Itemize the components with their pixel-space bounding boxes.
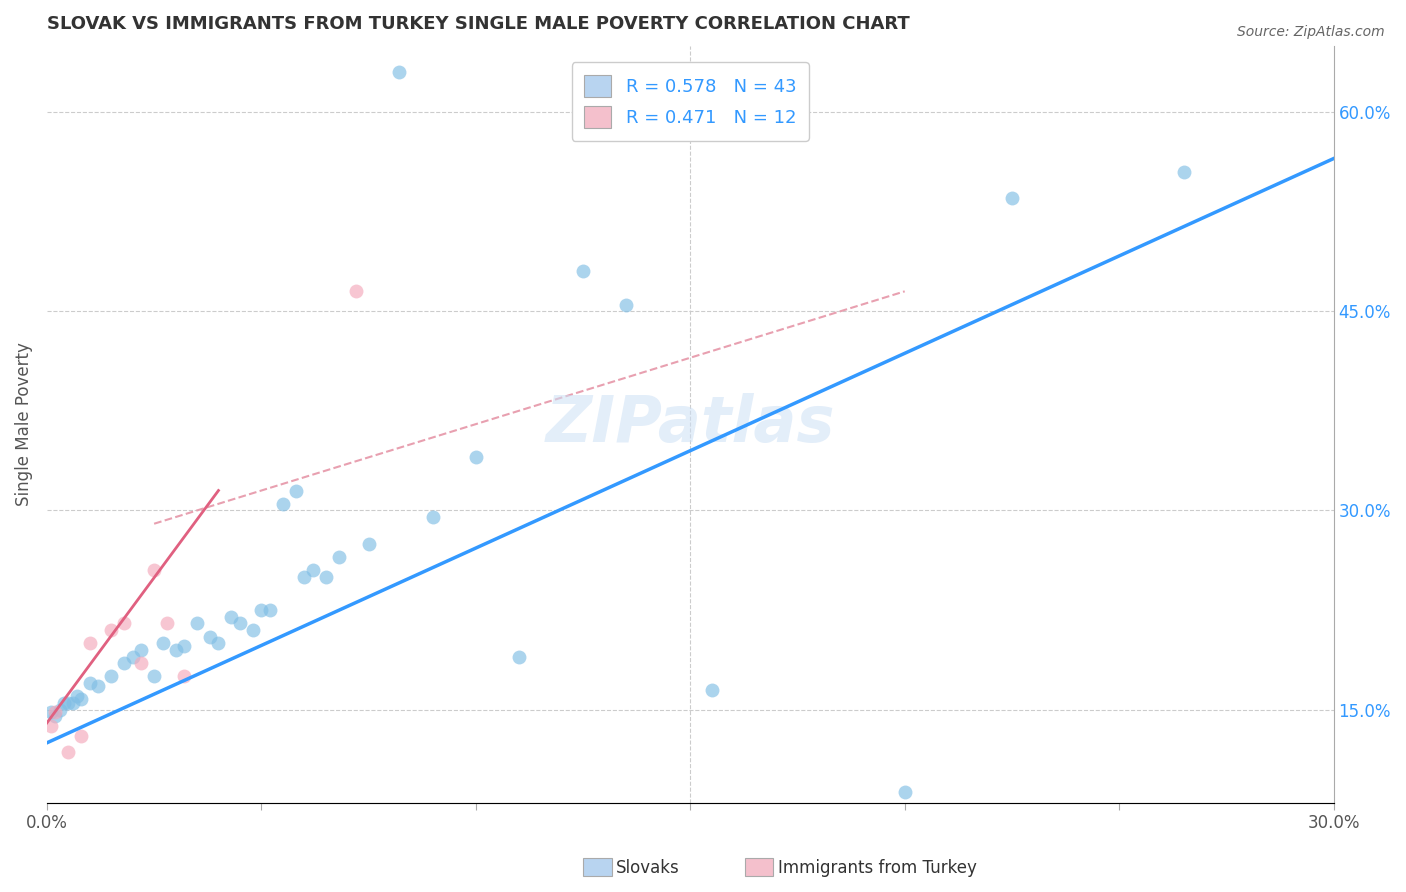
Point (250, 603, 273, 617)
Point (39, 718, 62, 732)
Point (221, 609, 243, 624)
Point (58, 745, 80, 759)
Point (143, 563, 166, 577)
Point (508, 649, 530, 664)
Point (1001, 191, 1024, 205)
Text: Source: ZipAtlas.com: Source: ZipAtlas.com (1237, 25, 1385, 39)
Legend: R = 0.578   N = 43, R = 0.471   N = 12: R = 0.578 N = 43, R = 0.471 N = 12 (572, 62, 808, 141)
Text: Slovaks: Slovaks (616, 859, 679, 877)
Point (464, 450, 486, 465)
Point (53, 696, 76, 710)
Point (44, 709, 66, 723)
Point (49, 703, 72, 717)
Point (79, 676, 101, 690)
Point (165, 643, 187, 657)
Text: SLOVAK VS IMMIGRANTS FROM TURKEY SINGLE MALE POVERTY CORRELATION CHART: SLOVAK VS IMMIGRANTS FROM TURKEY SINGLE … (46, 15, 910, 33)
Point (143, 669, 166, 683)
Point (292, 570, 315, 584)
Text: Immigrants from Turkey: Immigrants from Turkey (778, 859, 976, 877)
Y-axis label: Single Male Poverty: Single Male Poverty (15, 343, 32, 506)
Point (112, 656, 135, 670)
Point (62, 696, 84, 710)
Point (700, 682, 723, 697)
Point (572, 264, 595, 278)
Point (100, 669, 122, 683)
Point (100, 623, 122, 637)
Point (614, 297, 637, 311)
Point (173, 669, 195, 683)
Point (229, 616, 252, 631)
Point (121, 649, 143, 664)
Point (58, 696, 80, 710)
Point (129, 656, 152, 670)
Point (315, 570, 337, 584)
Point (387, 65, 409, 79)
Point (198, 630, 221, 644)
Point (422, 510, 444, 524)
Point (357, 536, 380, 550)
Point (242, 623, 264, 637)
Point (328, 549, 350, 564)
Point (129, 643, 152, 657)
Point (207, 636, 229, 650)
Point (301, 563, 323, 577)
Point (259, 603, 281, 617)
Point (70, 729, 93, 743)
Point (44, 706, 66, 720)
Point (112, 616, 135, 631)
Point (156, 616, 179, 631)
Point (1173, 165, 1195, 179)
Text: ZIPatlas: ZIPatlas (546, 393, 835, 455)
Point (39, 706, 62, 720)
Point (186, 616, 208, 631)
Point (284, 483, 307, 498)
Point (79, 636, 101, 650)
Point (344, 285, 367, 299)
Point (271, 497, 294, 511)
Point (70, 692, 93, 706)
Point (152, 636, 174, 650)
Point (87, 679, 110, 693)
Point (173, 639, 195, 653)
Point (66, 690, 89, 704)
Point (893, 785, 915, 799)
